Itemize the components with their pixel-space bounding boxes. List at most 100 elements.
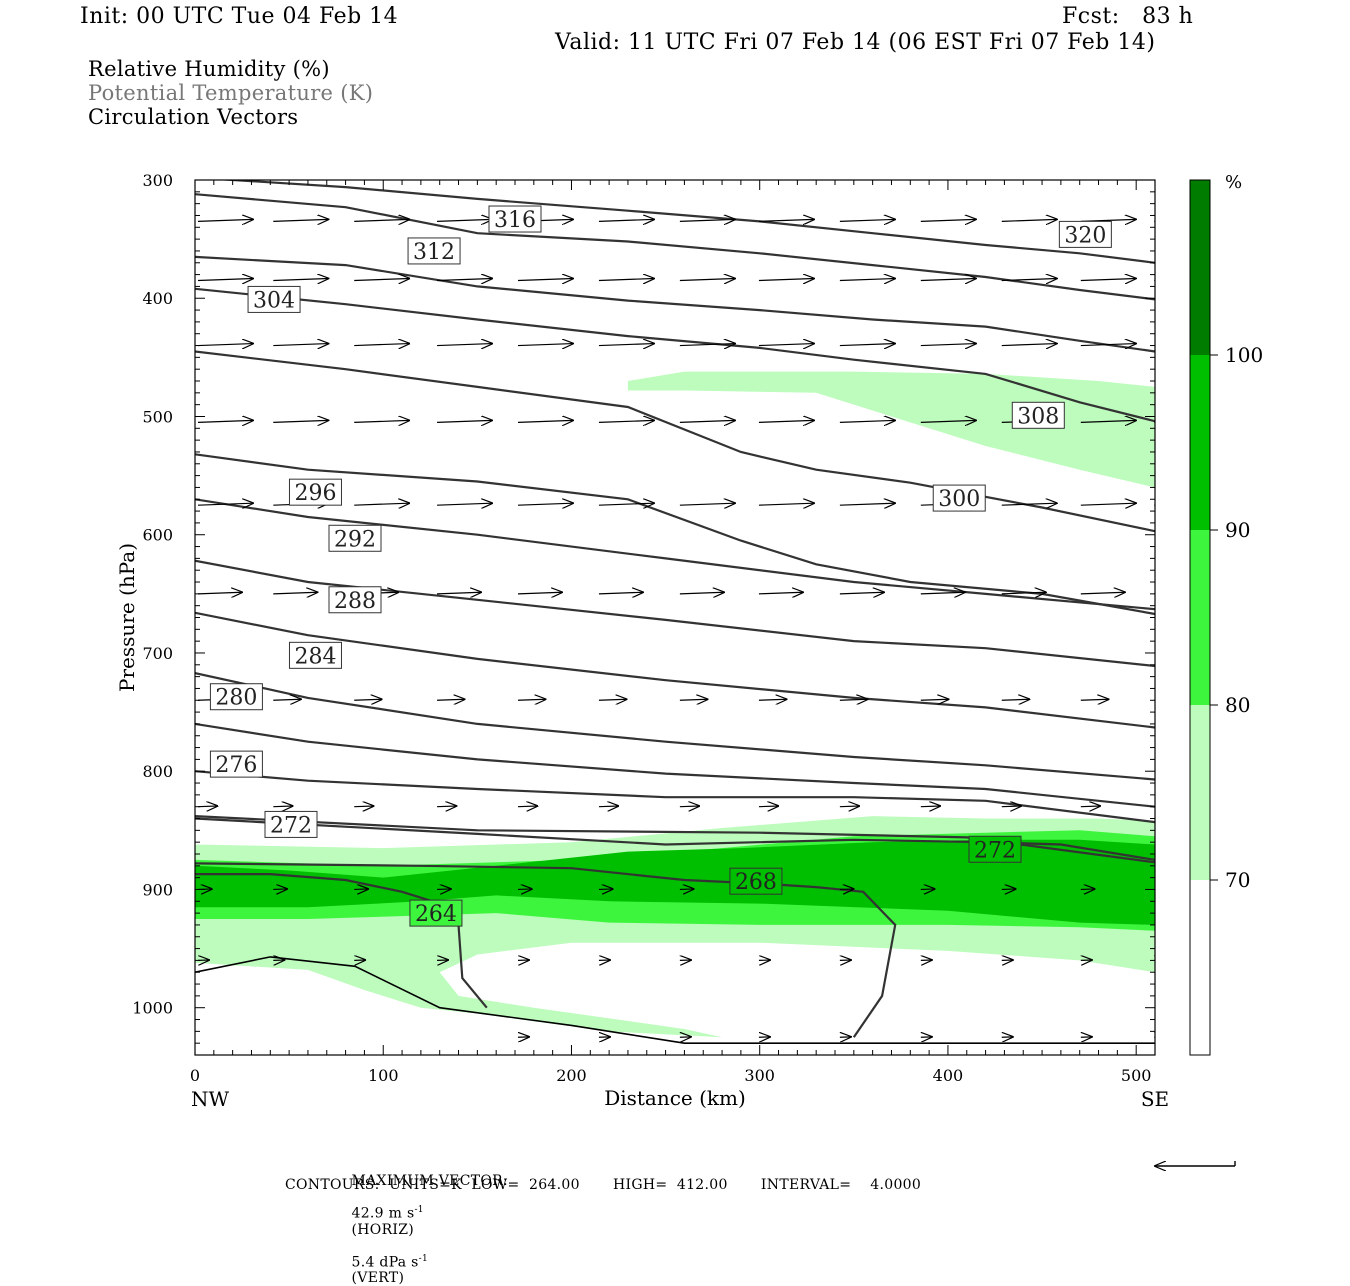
theta-contour-288 — [195, 613, 1155, 728]
colorbar-segment — [1190, 530, 1210, 705]
y-axis-title: Pressure (hPa) — [115, 543, 139, 692]
colorbar-segment — [1190, 705, 1210, 880]
contour-label: 276 — [215, 753, 257, 778]
circulation-vector — [599, 344, 654, 346]
contour-label: 316 — [494, 208, 536, 233]
y-tick-label: 500 — [142, 407, 173, 426]
theta-contour-276 — [195, 771, 1155, 822]
contour-label: 320 — [1064, 223, 1106, 248]
circulation-vector — [1081, 699, 1109, 700]
circulation-vector — [273, 889, 287, 890]
x-axis-title: Distance (km) — [604, 1086, 746, 1110]
contour-label: 308 — [1017, 404, 1059, 429]
circulation-vector — [273, 344, 328, 346]
circulation-vector — [437, 219, 492, 221]
max-vector-horiz-tag: (HORIZ) — [352, 1222, 415, 1238]
circulation-vector — [921, 279, 976, 281]
colorbar-unit: % — [1225, 172, 1242, 193]
max-vector-vert: 5.4 dPa s — [352, 1254, 419, 1270]
circulation-vector — [680, 889, 694, 890]
circulation-vector — [198, 344, 253, 346]
x-tick-label: 0 — [190, 1066, 200, 1085]
circulation-vector — [599, 592, 643, 594]
circulation-vector — [599, 889, 613, 890]
circulation-vector — [840, 889, 854, 890]
colorbar-label: 90 — [1225, 518, 1250, 542]
x-end-label-left: NW — [191, 1087, 230, 1111]
circulation-vector — [840, 699, 868, 700]
y-tick-label: 300 — [142, 171, 173, 190]
circulation-vector — [198, 279, 253, 281]
circulation-vector — [599, 420, 654, 422]
circulation-vector — [273, 279, 328, 281]
circulation-vector — [921, 219, 976, 221]
circulation-vector — [680, 806, 699, 807]
contour-label: 272 — [974, 838, 1016, 863]
max-vector-vert-exp: -1 — [419, 1254, 428, 1264]
circulation-vector — [840, 420, 895, 422]
circulation-vector — [518, 279, 573, 281]
circulation-vector — [840, 344, 895, 346]
circulation-vector — [1002, 699, 1029, 700]
contour-label: 272 — [270, 813, 312, 838]
y-tick-label: 800 — [142, 762, 173, 781]
circulation-vector — [518, 889, 532, 890]
circulation-vector — [680, 219, 735, 221]
circulation-vector — [759, 592, 803, 594]
circulation-vector — [680, 592, 724, 594]
circulation-vector — [518, 699, 546, 700]
circulation-vector — [1081, 889, 1095, 890]
circulation-vector — [1002, 889, 1016, 890]
y-tick-label: 400 — [142, 289, 173, 308]
circulation-vector — [1154, 699, 1182, 700]
circulation-vector — [921, 806, 940, 807]
y-tick-label: 600 — [142, 526, 173, 545]
y-tick-label: 700 — [142, 644, 173, 663]
circulation-vector — [198, 420, 253, 422]
circulation-vector — [354, 889, 368, 890]
circulation-vector — [759, 279, 814, 281]
circulation-vector — [759, 344, 814, 346]
circulation-vector — [354, 420, 409, 422]
contour-label: 292 — [334, 527, 376, 552]
colorbar-segment — [1190, 180, 1210, 355]
contour-label: 312 — [413, 240, 455, 265]
circulation-vector — [354, 219, 409, 221]
y-tick-label: 1000 — [132, 999, 173, 1018]
circulation-vector — [273, 420, 328, 422]
circulation-vector — [1002, 806, 1021, 807]
circulation-vector — [599, 806, 618, 807]
circulation-vector — [437, 699, 465, 700]
circulation-vector — [1002, 344, 1057, 346]
circulation-vector — [437, 279, 492, 281]
circulation-vector — [354, 806, 373, 807]
circulation-vector — [921, 889, 935, 890]
colorbar-label: 70 — [1225, 868, 1250, 892]
circulation-vector — [354, 699, 382, 700]
circulation-vector — [1081, 592, 1125, 594]
theta-contour-280 — [195, 724, 1155, 807]
x-tick-label: 500 — [1121, 1066, 1152, 1085]
circulation-vector — [1081, 279, 1136, 281]
y-tick-label: 900 — [142, 880, 173, 899]
circulation-vector — [518, 503, 573, 505]
max-vector-horiz: 42.9 m s — [352, 1206, 415, 1222]
circulation-vector — [680, 699, 708, 700]
circulation-vector — [1081, 503, 1136, 505]
circulation-vector — [599, 279, 654, 281]
circulation-vector — [840, 279, 895, 281]
circulation-vector — [273, 699, 301, 700]
x-end-label-right: SE — [1141, 1087, 1169, 1111]
circulation-vector — [840, 592, 884, 594]
x-tick-label: 400 — [933, 1066, 964, 1085]
x-tick-label: 300 — [744, 1066, 775, 1085]
circulation-vector — [840, 219, 895, 221]
circulation-vector — [437, 806, 456, 807]
colorbar-label: 100 — [1225, 343, 1263, 367]
contour-label: 296 — [294, 481, 336, 506]
circulation-vector — [840, 503, 895, 505]
circulation-vector — [921, 699, 949, 700]
circulation-vector — [437, 420, 492, 422]
